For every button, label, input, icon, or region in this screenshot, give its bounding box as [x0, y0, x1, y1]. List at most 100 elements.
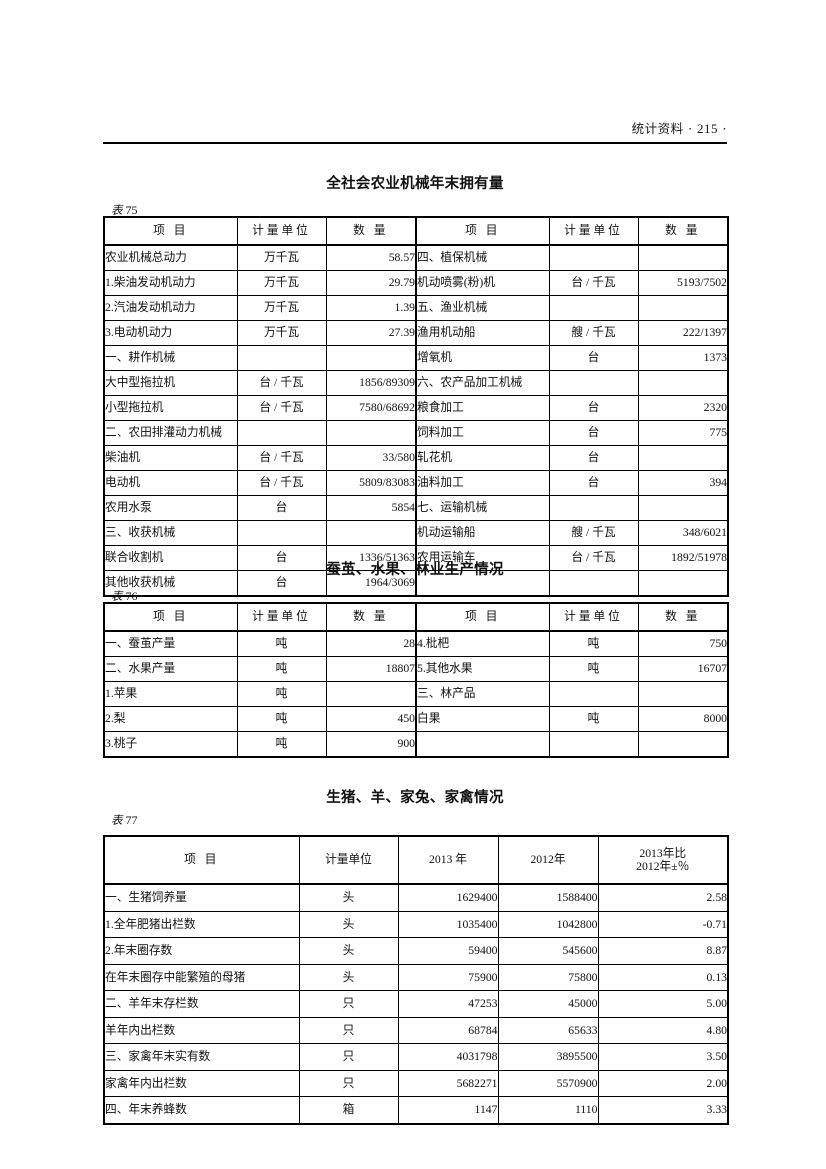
row-value-2012: 1110 — [497, 1096, 599, 1125]
row-value-change-pct: 2.00 — [597, 1069, 729, 1097]
table-row: 家禽年内出栏数只 5682271 5570900 2.00 — [103, 1069, 729, 1097]
row-value-left: 1856/89309 — [325, 370, 417, 396]
column-header-3: 数 量 — [325, 602, 417, 632]
table-row: 3.电动机动力 万千瓦 27.39 渔用机动船艘 / 千瓦 222/1397 — [103, 320, 729, 346]
row-unit: 头 — [298, 963, 399, 991]
column-header-5: 2013年比 2012年±％ — [597, 835, 729, 885]
table-row: 电动机台 / 千瓦 5809/83083 油料加工台 394 — [103, 470, 729, 496]
column-header-5-line2: 2012年±％ — [636, 860, 690, 873]
row-item-left: 二、农田排灌动力机械 — [103, 420, 238, 446]
table-76: 项 目计量单位数 量项 目计量单位数 量一、蚕茧产量吨 28 4.枇杷吨 750 二、水… — [103, 602, 729, 758]
row-unit-right: 台 — [548, 345, 639, 371]
row-unit-left: 台 — [236, 545, 327, 571]
row-unit-right — [548, 370, 639, 396]
row-value-2012: 1042800 — [497, 910, 599, 938]
row-value-left: 450 — [325, 706, 417, 732]
row-unit-right — [548, 244, 639, 271]
table-row: 四、年末养蜂数箱 1147 1110 3.33 — [103, 1096, 729, 1125]
table-row: 柴油机台 / 千瓦 33/580 轧花机台 — [103, 445, 729, 471]
row-item: 三、家禽年末实有数 — [103, 1043, 300, 1071]
row-unit-right — [548, 681, 639, 707]
row-unit-right: 台 — [548, 470, 639, 496]
row-item-right: 轧花机 — [415, 445, 550, 471]
row-value-right: 775 — [637, 420, 729, 446]
table-76-number-label: 表 — [111, 589, 123, 603]
row-value-right: 394 — [637, 470, 729, 496]
row-unit-right: 吨 — [548, 706, 639, 732]
row-unit-left — [236, 520, 327, 546]
row-item-left: 柴油机 — [103, 445, 238, 471]
row-item-left: 2.梨 — [103, 706, 238, 732]
row-unit-right — [548, 295, 639, 321]
row-item-left: 1.柴油发动机动力 — [103, 270, 238, 296]
row-value-change-pct: 2.58 — [597, 883, 729, 912]
table-75-title: 全社会农业机械年末拥有量 — [326, 176, 504, 192]
row-value-change-pct: 0.13 — [597, 963, 729, 991]
row-item-right: 农用运输车 — [415, 545, 550, 571]
table-row: 1.全年肥猪出栏数头 1035400 1042800 -0.71 — [103, 910, 729, 938]
running-head-dot-right: · — [722, 121, 727, 136]
row-item-right: 七、运输机械 — [415, 495, 550, 521]
row-value-right — [637, 244, 729, 271]
row-item-right: 机动运输船 — [415, 520, 550, 546]
table-75: 项 目计量单位数 量项 目计量单位数 量农业机械总动力 万千瓦 58.57 四、植保机… — [103, 216, 729, 597]
row-value-left: 28 — [325, 630, 417, 657]
row-value-right: 2320 — [637, 395, 729, 421]
row-value-right — [637, 731, 729, 758]
table-76-title: 蚕茧、水果、林业生产情况 — [326, 562, 504, 578]
row-item-right: 5.其他水果 — [415, 656, 550, 682]
row-unit-left: 吨 — [236, 630, 327, 657]
column-header-3: 数 量 — [325, 216, 417, 246]
row-unit-left: 吨 — [236, 706, 327, 732]
column-header-2: 计量单位 — [236, 216, 327, 246]
table-row: 农用水泵台 5854 七、运输机械 — [103, 495, 729, 521]
row-item-left: 其他收获机械 — [103, 570, 238, 597]
table-76-number: 表 76 — [111, 588, 138, 604]
row-item: 羊年内出栏数 — [103, 1016, 300, 1044]
row-value-left: 5854 — [325, 495, 417, 521]
row-unit-left: 吨 — [236, 656, 327, 682]
row-value-left — [325, 520, 417, 546]
row-unit-left — [236, 420, 327, 446]
row-value-2013: 75900 — [397, 963, 499, 991]
row-item: 2.年末圈存数 — [103, 937, 300, 965]
row-value-change-pct: 3.50 — [597, 1043, 729, 1071]
table-block-75: 全社会农业机械年末拥有量 表 75 项 目计量单位数 量项 目计量单位数 量农业… — [103, 176, 729, 597]
row-value-right — [637, 495, 729, 521]
row-item-right: 三、林产品 — [415, 681, 550, 707]
table-row: 联合收割机台 1336/51363 农用运输车台 / 千瓦 1892/51978 — [103, 545, 729, 571]
row-unit: 只 — [298, 1016, 399, 1044]
row-item-left: 二、水果产量 — [103, 656, 238, 682]
row-item-left: 1.苹果 — [103, 681, 238, 707]
row-item-left: 2.汽油发动机动力 — [103, 295, 238, 321]
row-item-right: 4.枇杷 — [415, 630, 550, 657]
row-unit-right: 艘 / 千瓦 — [548, 520, 639, 546]
row-value-right: 8000 — [637, 706, 729, 732]
row-value-left — [325, 681, 417, 707]
column-header-2: 计量单位 — [298, 835, 399, 885]
row-item: 一、生猪饲养量 — [103, 883, 300, 912]
row-value-right: 1373 — [637, 345, 729, 371]
table-row: 农业机械总动力 万千瓦 58.57 四、植保机械 — [103, 244, 729, 271]
row-value-right — [637, 681, 729, 707]
row-item-left: 农业机械总动力 — [103, 244, 238, 271]
row-unit-right: 台 — [548, 420, 639, 446]
table-row: 二、水果产量吨 18807 5.其他水果吨 16707 — [103, 656, 729, 682]
row-value-right — [637, 445, 729, 471]
row-value-right: 16707 — [637, 656, 729, 682]
row-value-left: 5809/83083 — [325, 470, 417, 496]
row-unit: 头 — [298, 937, 399, 965]
row-value-right — [637, 370, 729, 396]
row-value-left: 1336/51363 — [325, 545, 417, 571]
row-unit-right: 台 — [548, 445, 639, 471]
row-unit-right — [548, 570, 639, 597]
column-header-6: 数 量 — [637, 216, 729, 246]
row-item: 在年末圈存中能繁殖的母猪 — [103, 963, 300, 991]
row-value-2013: 1147 — [397, 1096, 499, 1125]
row-value-2013: 1629400 — [397, 883, 499, 912]
row-item-right: 饲料加工 — [415, 420, 550, 446]
row-item-left: 大中型拖拉机 — [103, 370, 238, 396]
column-header-4: 项 目 — [415, 602, 550, 632]
table-75-number-label: 表 — [111, 203, 123, 217]
